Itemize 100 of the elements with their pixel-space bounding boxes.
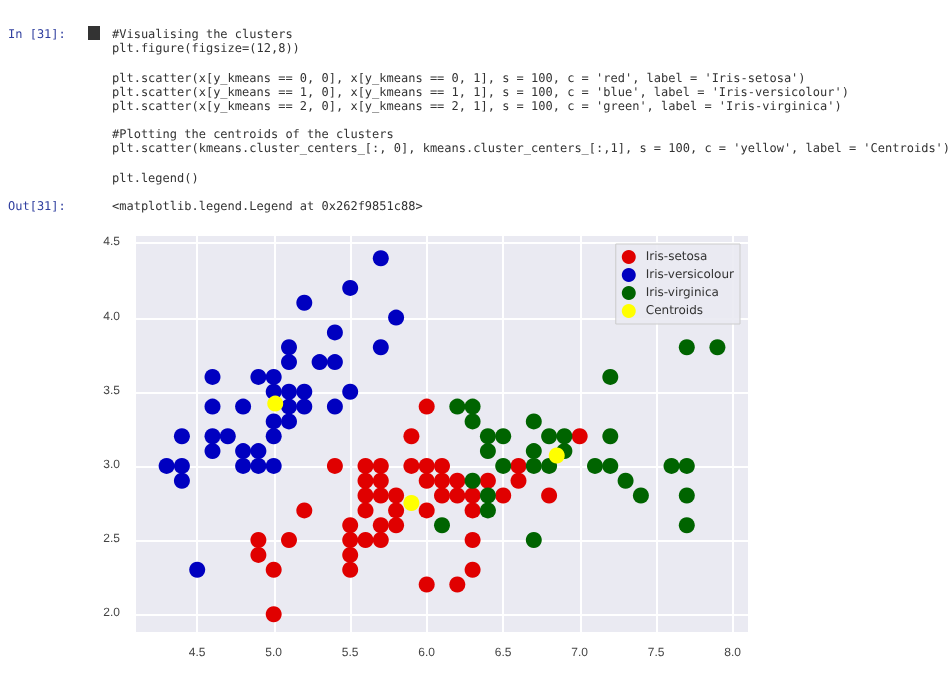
point: [296, 294, 313, 311]
point: [326, 324, 343, 341]
point: [265, 428, 282, 445]
point: [464, 472, 481, 489]
point: [158, 457, 175, 474]
point: [525, 413, 542, 430]
point: [173, 472, 190, 489]
point: [235, 398, 252, 415]
point: [281, 354, 297, 371]
point: [602, 457, 619, 474]
point: [326, 457, 343, 474]
point: [602, 428, 619, 445]
point: [709, 339, 726, 356]
point: [678, 517, 695, 534]
point: [173, 457, 190, 474]
point: [204, 428, 221, 445]
point: [265, 413, 282, 430]
point: [388, 502, 405, 519]
point: [235, 443, 252, 460]
point: [418, 472, 435, 489]
point: [173, 428, 190, 445]
point: [357, 532, 374, 549]
point: [449, 472, 466, 489]
point: [678, 339, 695, 356]
point: [510, 472, 527, 489]
point: [342, 517, 359, 534]
point: [281, 532, 297, 549]
point: [434, 472, 450, 489]
point: [372, 517, 389, 534]
point: [571, 428, 588, 445]
point: [281, 398, 297, 415]
point: [342, 546, 359, 563]
point: [464, 398, 481, 415]
point: [479, 443, 496, 460]
point: [235, 457, 252, 474]
point: [525, 457, 542, 474]
point: [372, 457, 389, 474]
point: [663, 457, 680, 474]
point: [204, 368, 221, 385]
point: [510, 457, 527, 474]
point: [250, 443, 267, 460]
point: [479, 472, 496, 489]
point: [418, 576, 435, 593]
point: [678, 457, 695, 474]
point: [357, 472, 374, 489]
point: [250, 532, 267, 549]
point: [403, 494, 420, 511]
point: [464, 532, 481, 549]
point: [250, 546, 267, 563]
point: [342, 279, 359, 296]
point: [372, 487, 389, 504]
point: [449, 487, 466, 504]
point: [326, 398, 343, 415]
point: [204, 443, 221, 460]
point: [495, 487, 512, 504]
point: [372, 532, 389, 549]
point: [418, 398, 435, 415]
point: [267, 395, 284, 412]
point: [525, 443, 542, 460]
point: [281, 339, 297, 356]
point: [403, 457, 420, 474]
point: [632, 487, 649, 504]
point: [342, 532, 359, 549]
point: [357, 457, 374, 474]
point: [388, 309, 405, 326]
point: [250, 368, 267, 385]
point: [388, 487, 405, 504]
point: [342, 561, 359, 578]
point: [281, 383, 297, 400]
point: [265, 561, 282, 578]
point: [541, 457, 558, 474]
point: [281, 413, 297, 430]
point: [372, 339, 389, 356]
point: [541, 428, 558, 445]
point: [372, 250, 389, 267]
point: [587, 457, 603, 474]
point: [678, 487, 695, 504]
point: [326, 354, 343, 371]
point: [479, 502, 496, 519]
point: [403, 428, 420, 445]
point: [357, 502, 374, 519]
point: [479, 487, 496, 504]
point: [464, 487, 481, 504]
point: [342, 383, 359, 400]
point: [434, 487, 450, 504]
point: [250, 457, 267, 474]
point: [495, 428, 512, 445]
point: [204, 398, 221, 415]
point: [189, 561, 206, 578]
point: [434, 517, 450, 534]
point: [418, 502, 435, 519]
point: [449, 576, 466, 593]
point: [372, 472, 389, 489]
point: [296, 398, 313, 415]
point: [418, 457, 435, 474]
point: [541, 487, 558, 504]
point: [296, 502, 313, 519]
point: [449, 398, 466, 415]
point: [296, 383, 313, 400]
point: [548, 447, 565, 464]
